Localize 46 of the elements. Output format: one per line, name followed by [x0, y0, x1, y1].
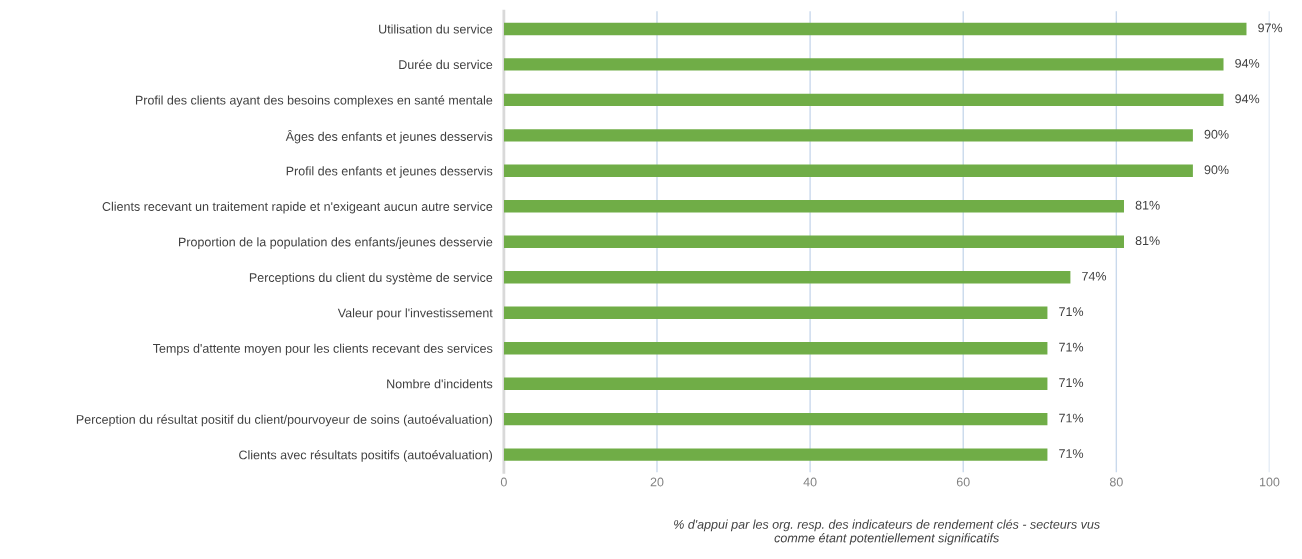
x-tick-label: 60 — [956, 477, 970, 487]
bar — [503, 235, 1124, 248]
x-tick-label: 40 — [803, 477, 817, 487]
bar — [503, 129, 1193, 142]
y-tick-label: Durée du service — [399, 59, 493, 70]
data-label: 71% — [1059, 307, 1084, 317]
data-label: 81% — [1135, 200, 1160, 210]
bar — [503, 164, 1193, 178]
y-tick-label: Clients avec résultats positifs (autoévaluation) — [239, 450, 492, 462]
data-label: 90% — [1204, 129, 1229, 139]
bar — [503, 200, 1124, 213]
bar — [503, 377, 1048, 390]
y-tick-label: Âges des enfants et jeunes desservis — [285, 129, 493, 144]
bar — [503, 306, 1048, 319]
y-tick-label: Profil des clients ayant des besoins complexes en santé mentale — [135, 95, 493, 108]
bar — [503, 341, 1048, 355]
data-label: 74% — [1082, 271, 1107, 281]
data-label: 71% — [1059, 342, 1084, 352]
data-label: 71% — [1059, 449, 1084, 458]
y-tick-label: Perceptions du client du système de service — [249, 272, 493, 285]
data-label: 71% — [1059, 413, 1084, 423]
y-tick-label: Valeur pour l'investissement — [337, 308, 493, 320]
y-tick-label: Profil des enfants et jeunes desservis — [286, 166, 493, 178]
x-tick-label: 100 — [1259, 477, 1280, 487]
bar — [503, 448, 1048, 461]
data-label: 90% — [1204, 165, 1229, 175]
bar — [503, 93, 1224, 107]
x-tick-label: 0 — [500, 477, 507, 487]
y-tick-label: Proportion de la population des enfants/jeunes desservie — [179, 237, 493, 249]
y-tick-label: Perception du résultat positif du client/pourvoyeur de soins (autoévaluation) — [76, 414, 493, 427]
bar — [503, 271, 1071, 284]
data-label: 71% — [1059, 378, 1084, 387]
data-label: 81% — [1135, 236, 1160, 246]
data-label: 94% — [1235, 58, 1260, 68]
y-tick-label: Temps d'attente moyen pour les clients recevant des services — [153, 343, 493, 356]
bar — [503, 412, 1048, 426]
x-tick-label: 80 — [1109, 477, 1123, 487]
y-tick-label: Nombre d'incidents — [387, 379, 493, 389]
data-label: 94% — [1235, 94, 1260, 104]
bar — [503, 22, 1247, 36]
x-tick-label: 20 — [650, 477, 664, 487]
bar — [503, 58, 1224, 71]
x-axis-title: % d'appui par les org. resp. des indicateurs de rendement clés - secteurs vus comme étant potentiellement significatifs — [674, 519, 1100, 545]
data-label: 97% — [1258, 23, 1283, 33]
y-tick-label: Clients recevant un traitement rapide et n'exigeant aucun autre service — [102, 201, 493, 214]
y-tick-label: Utilisation du service — [379, 24, 493, 34]
